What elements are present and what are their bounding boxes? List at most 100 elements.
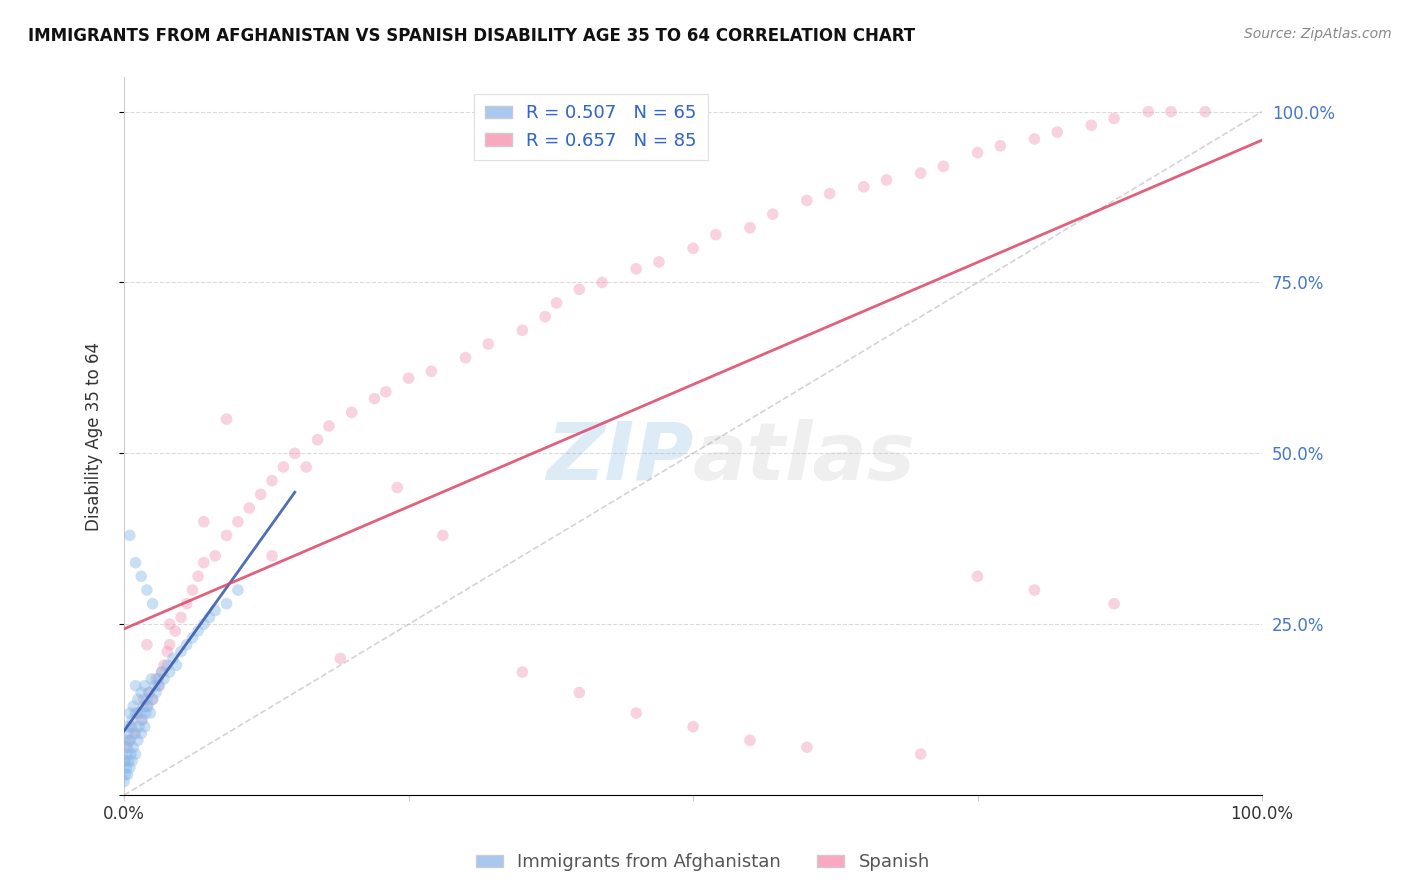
Point xyxy=(112,754,135,768)
Point xyxy=(648,255,671,269)
Point xyxy=(142,692,165,706)
Point xyxy=(910,166,932,180)
Point xyxy=(420,364,443,378)
Point xyxy=(117,740,139,755)
Point xyxy=(966,145,988,160)
Point xyxy=(142,597,165,611)
Point xyxy=(132,699,155,714)
Point xyxy=(148,679,170,693)
Point xyxy=(121,713,143,727)
Point xyxy=(1194,104,1216,119)
Point xyxy=(238,501,260,516)
Point xyxy=(118,733,141,747)
Point xyxy=(762,207,785,221)
Point xyxy=(295,460,318,475)
Point xyxy=(120,747,142,761)
Point xyxy=(910,747,932,761)
Point xyxy=(454,351,477,365)
Point xyxy=(818,186,841,201)
Point xyxy=(129,713,152,727)
Point xyxy=(170,644,193,658)
Point xyxy=(988,138,1011,153)
Point xyxy=(135,582,157,597)
Point xyxy=(143,679,166,693)
Point xyxy=(166,658,188,673)
Point xyxy=(340,405,363,419)
Point xyxy=(477,337,499,351)
Point xyxy=(187,624,209,638)
Text: atlas: atlas xyxy=(693,418,915,497)
Point xyxy=(141,672,163,686)
Point xyxy=(138,685,160,699)
Point xyxy=(124,726,146,740)
Point xyxy=(226,515,249,529)
Point xyxy=(1046,125,1069,139)
Point xyxy=(187,569,209,583)
Point xyxy=(156,658,179,673)
Point xyxy=(284,446,307,460)
Point xyxy=(121,720,143,734)
Point xyxy=(134,679,156,693)
Point xyxy=(159,617,181,632)
Point xyxy=(118,754,141,768)
Point xyxy=(124,706,146,720)
Point xyxy=(135,706,157,720)
Point xyxy=(387,481,409,495)
Point xyxy=(852,179,875,194)
Point xyxy=(127,692,149,706)
Point xyxy=(114,767,136,781)
Point xyxy=(114,754,136,768)
Point xyxy=(568,282,591,296)
Point xyxy=(198,610,221,624)
Point xyxy=(145,672,167,686)
Point xyxy=(112,774,135,789)
Point xyxy=(1024,132,1046,146)
Point xyxy=(118,726,141,740)
Point xyxy=(122,740,145,755)
Point xyxy=(118,706,141,720)
Point xyxy=(512,665,534,679)
Point xyxy=(512,323,534,337)
Point xyxy=(129,569,152,583)
Point xyxy=(165,624,187,638)
Point xyxy=(153,658,176,673)
Point xyxy=(159,665,181,679)
Point xyxy=(215,412,238,426)
Point xyxy=(226,582,249,597)
Point xyxy=(118,733,141,747)
Point xyxy=(129,685,152,699)
Point xyxy=(193,556,215,570)
Point xyxy=(1102,112,1125,126)
Point xyxy=(624,706,647,720)
Point xyxy=(118,528,141,542)
Point xyxy=(624,261,647,276)
Point xyxy=(682,720,704,734)
Point xyxy=(132,692,155,706)
Point xyxy=(546,296,568,310)
Y-axis label: Disability Age 35 to 64: Disability Age 35 to 64 xyxy=(86,342,103,531)
Point xyxy=(1102,597,1125,611)
Point xyxy=(124,556,146,570)
Point xyxy=(128,720,150,734)
Point xyxy=(159,638,181,652)
Point xyxy=(204,603,226,617)
Point xyxy=(145,685,167,699)
Point xyxy=(122,699,145,714)
Point xyxy=(142,692,165,706)
Point xyxy=(127,706,149,720)
Point xyxy=(150,665,173,679)
Point xyxy=(115,733,138,747)
Point xyxy=(121,754,143,768)
Point xyxy=(115,740,138,755)
Point xyxy=(193,617,215,632)
Point xyxy=(591,276,613,290)
Point xyxy=(115,747,138,761)
Point xyxy=(432,528,454,542)
Point xyxy=(796,740,818,755)
Point xyxy=(1160,104,1182,119)
Point xyxy=(568,685,591,699)
Point xyxy=(329,651,352,665)
Point xyxy=(260,474,283,488)
Point xyxy=(129,706,152,720)
Text: ZIP: ZIP xyxy=(546,418,693,497)
